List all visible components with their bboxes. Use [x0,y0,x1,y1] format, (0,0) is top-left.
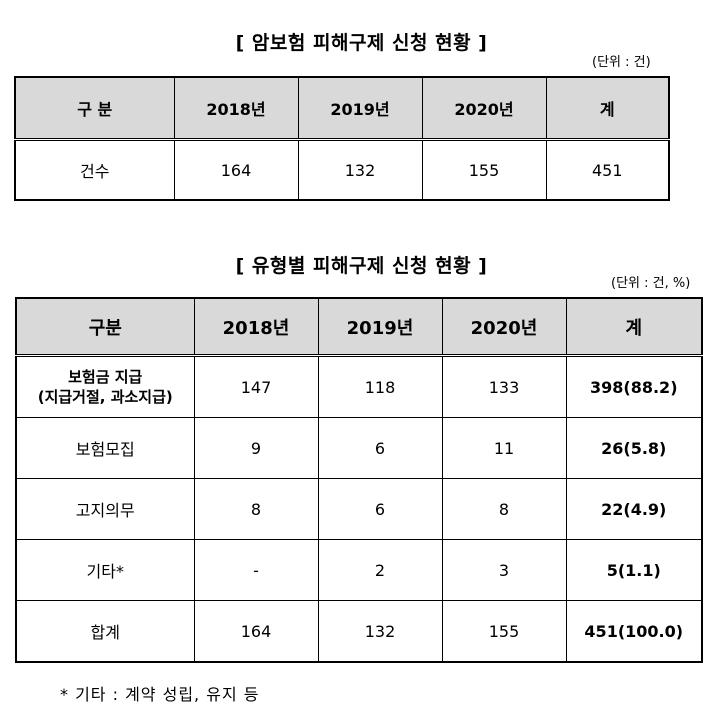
cell-2020: 155 [422,139,547,200]
row-label: 기타* [16,539,195,601]
header-2020: 2020년 [442,298,567,357]
cell-2018: 9 [194,417,319,479]
header-2020: 2020년 [422,77,547,141]
cell-total: 451(100.0) [584,621,684,641]
footnote: * 기타 : 계약 성립, 유지 등 [60,685,260,704]
row-label-main: 보험금 지급 [68,368,143,386]
table-row: 보험금 지급 (지급거절, 과소지급) 147 118 133 398(88.2… [16,355,702,418]
row-label: 고지의무 [16,478,195,540]
claims-by-type-table: 구분 2018년 2019년 2020년 계 보험금 지급 (지급거절, 과소지… [15,297,703,663]
cell-total: 26(5.8) [566,417,702,479]
cell-2019: 6 [318,478,443,540]
cell-total: 5(1.1) [566,539,702,601]
cell-2020: 8 [442,478,567,540]
header-category: 구 분 [15,77,175,141]
header-total: 계 [566,298,702,357]
cell-2020: 133 [442,355,567,418]
table2-title: [ 유형별 피해구제 신청 현황 ] [235,255,488,277]
table2-unit: (단위 : 건, %) [611,276,691,291]
header-2018: 2018년 [194,298,319,357]
header-category: 구분 [16,298,195,357]
table-header-row: 구분 2018년 2019년 2020년 계 [16,298,702,357]
cell-total: 22(4.9) [566,478,702,540]
row-label: 보험금 지급 (지급거절, 과소지급) [16,355,195,418]
row-label: 건수 [15,139,175,200]
table1-unit: (단위 : 건) [592,55,651,70]
cell-2019: 2 [318,539,443,601]
table-row: 건수 164 132 155 451 [15,139,669,200]
cell-2018: - [194,539,319,601]
cell-total: 451 [591,160,623,180]
table-header-row: 구 분 2018년 2019년 2020년 계 [15,77,669,141]
table-row: 고지의무 8 6 8 22(4.9) [16,478,702,540]
cell-2020: 11 [442,417,567,479]
cell-2020: 155 [442,600,567,662]
cell-2020: 3 [442,539,567,601]
cell-2019: 132 [298,139,423,200]
header-2018: 2018년 [174,77,299,141]
cell-2019: 118 [318,355,443,418]
header-2019: 2019년 [298,77,423,141]
cell-2018: 164 [194,600,319,662]
row-label: 보험모집 [16,417,195,479]
cell-total: 398(88.2) [566,355,702,418]
table1-title: [ 암보험 피해구제 신청 현황 ] [235,32,488,54]
header-2019: 2019년 [318,298,443,357]
table-row: 합계 164 132 155 451(100.0) [16,600,702,662]
table-row: 기타* - 2 3 5(1.1) [16,539,702,601]
cancer-insurance-claims-table: 구 분 2018년 2019년 2020년 계 건수 164 132 155 4… [14,76,670,201]
row-label: 합계 [16,600,195,662]
cell-2018: 164 [174,139,299,200]
header-total: 계 [546,77,669,141]
table-row: 보험모집 9 6 11 26(5.8) [16,417,702,479]
cell-2018: 147 [194,355,319,418]
cell-2019: 6 [318,417,443,479]
row-label-sub: (지급거절, 과소지급) [37,388,173,406]
cell-2018: 8 [194,478,319,540]
cell-2019: 132 [318,600,443,662]
